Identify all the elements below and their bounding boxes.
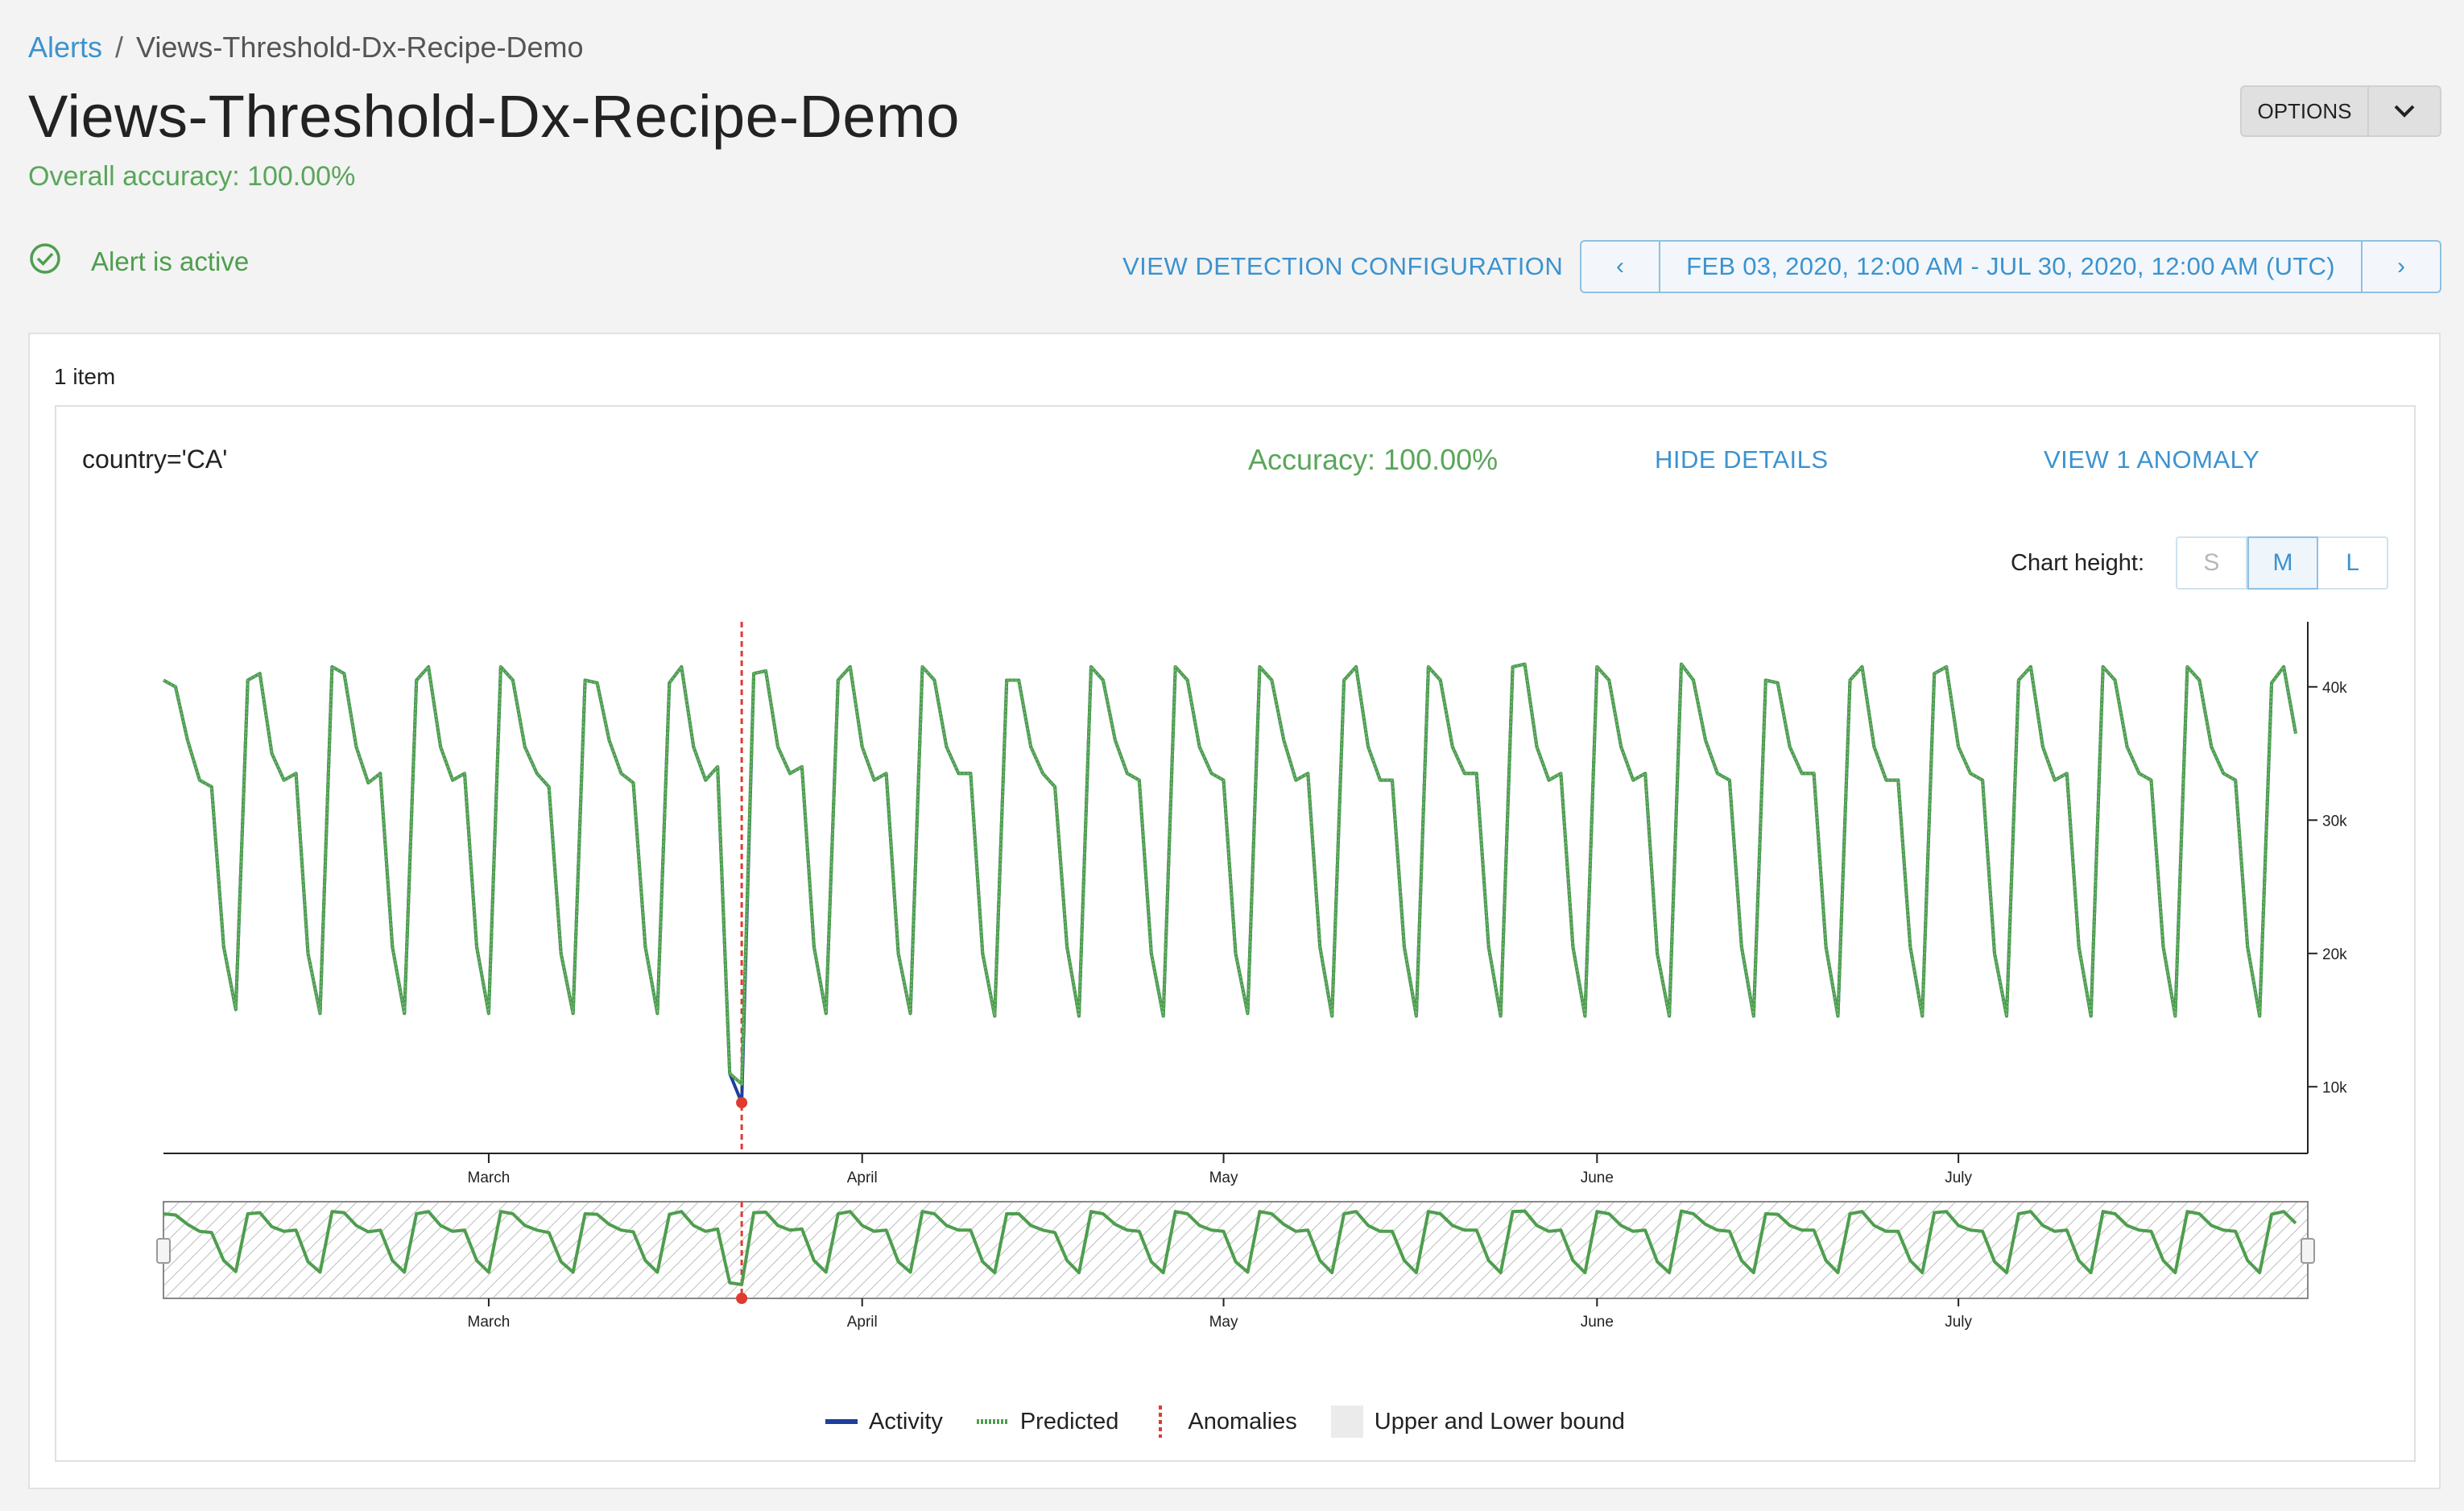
x-tick-label: July: [1945, 1169, 1972, 1186]
next-range-button[interactable]: ›: [2361, 242, 2440, 292]
dimension-label: country='CA': [82, 445, 228, 474]
y-tick-label: 40k: [2322, 680, 2347, 697]
previous-range-button[interactable]: ‹: [1581, 242, 1660, 292]
navigator-right-handle[interactable]: [2301, 1238, 2315, 1264]
breadcrumb-alerts-link[interactable]: Alerts: [28, 31, 103, 64]
legend-bounds-label: Upper and Lower bound: [1374, 1408, 1625, 1434]
navigator-x-tick-label: April: [847, 1314, 878, 1331]
x-tick-label: June: [1581, 1169, 1614, 1186]
x-tick-label: April: [847, 1169, 878, 1186]
chart-legend: Activity Predicted Anomalies Upper and L…: [825, 1405, 1659, 1438]
navigator-x-tick-label: May: [1209, 1314, 1238, 1331]
view-detection-configuration-link[interactable]: VIEW DETECTION CONFIGURATION: [1122, 252, 1564, 280]
y-tick-label: 10k: [2322, 1079, 2347, 1096]
alert-status-text: Alert is active: [91, 246, 250, 276]
breadcrumb-separator: /: [115, 31, 124, 64]
legend-item-activity[interactable]: Activity: [825, 1409, 943, 1435]
card-accuracy: Accuracy: 100.00%: [1248, 443, 1499, 476]
view-anomaly-link[interactable]: VIEW 1 ANOMALY: [2044, 445, 2260, 474]
predicted-line-dots: [163, 662, 2297, 1086]
options-button[interactable]: OPTIONS: [2242, 87, 2369, 135]
navigator-anomaly-point: [736, 1293, 748, 1304]
chart-height-s-button[interactable]: S: [2177, 538, 2247, 588]
legend-predicted-label: Predicted: [1019, 1408, 1119, 1434]
navigator-x-tick-label: June: [1581, 1314, 1614, 1331]
navigator-x-tick-label: July: [1945, 1314, 1972, 1331]
navigator-brush: [163, 1201, 2309, 1299]
chart-height-selector: S M L: [2176, 536, 2388, 590]
legend-item-predicted[interactable]: Predicted: [976, 1408, 1119, 1435]
check-circle-icon: [28, 242, 62, 282]
breadcrumb: Alerts / Views-Threshold-Dx-Recipe-Demo: [28, 31, 584, 64]
legend-anomalies-label: Anomalies: [1188, 1408, 1297, 1434]
date-range-picker: ‹ FEB 03, 2020, 12:00 AM - JUL 30, 2020,…: [1580, 240, 2441, 293]
legend-activity-swatch: [825, 1419, 858, 1424]
main-axes: 10k 20k 30k 40k March April May June July: [163, 622, 2347, 1186]
y-tick-label: 20k: [2322, 946, 2347, 963]
navigator[interactable]: March April May June July: [156, 1201, 2315, 1331]
x-tick-label: March: [468, 1169, 511, 1186]
y-tick-label: 30k: [2322, 813, 2347, 830]
options-dropdown[interactable]: OPTIONS: [2240, 85, 2441, 137]
chart-height-label: Chart height:: [2011, 550, 2145, 576]
navigator-left-handle[interactable]: [156, 1238, 171, 1264]
legend-anomalies-swatch: [1159, 1405, 1163, 1438]
alert-status: Alert is active: [28, 242, 249, 282]
overall-accuracy: Overall accuracy: 100.00%: [28, 161, 356, 192]
navigator-x-tick-label: March: [468, 1314, 511, 1331]
legend-bounds-swatch: [1330, 1405, 1363, 1438]
anomaly-point: [736, 1097, 748, 1109]
chart-height-m-button[interactable]: M: [2247, 536, 2319, 590]
chevron-down-icon[interactable]: [2369, 87, 2440, 135]
breadcrumb-current: Views-Threshold-Dx-Recipe-Demo: [136, 31, 584, 64]
legend-item-bounds[interactable]: Upper and Lower bound: [1330, 1405, 1625, 1438]
date-range-button[interactable]: FEB 03, 2020, 12:00 AM - JUL 30, 2020, 1…: [1686, 252, 2335, 280]
navigator-series: [163, 1209, 2297, 1286]
result-count: 1 item: [54, 364, 116, 389]
legend-activity-label: Activity: [869, 1408, 943, 1434]
predicted-line: [163, 662, 2297, 1086]
legend-predicted-swatch: [976, 1419, 1009, 1424]
page-title: Views-Threshold-Dx-Recipe-Demo: [28, 83, 960, 150]
chart-height-l-button[interactable]: L: [2346, 549, 2360, 576]
main-series-group: [163, 622, 2297, 1153]
hide-details-link[interactable]: HIDE DETAILS: [1655, 445, 1829, 474]
legend-item-anomalies[interactable]: Anomalies: [1152, 1405, 1297, 1438]
x-tick-label: May: [1209, 1169, 1238, 1186]
